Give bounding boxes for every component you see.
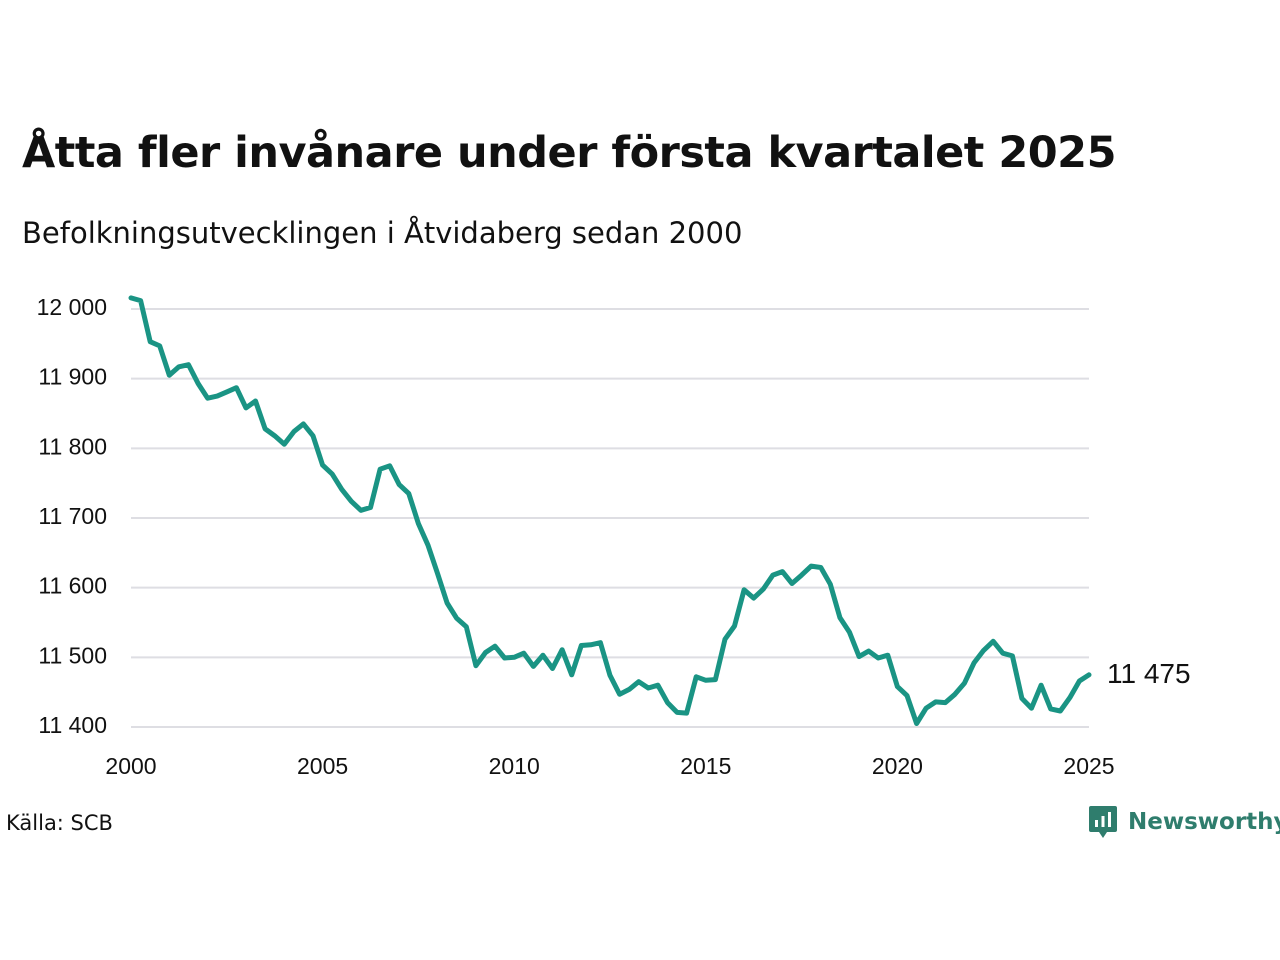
y-tick-label: 11 600	[38, 573, 107, 599]
x-tick-label: 2025	[1063, 753, 1114, 779]
y-tick-label: 11 700	[38, 503, 107, 529]
newsworthy-brand: Newsworthy	[1088, 804, 1280, 840]
series-group	[128, 295, 1092, 726]
last-value-label: 11 475	[1107, 658, 1191, 689]
x-tick-label: 2005	[297, 753, 348, 779]
y-tick-label: 12 000	[37, 294, 107, 320]
series-line	[128, 295, 1092, 726]
y-tick-label: 11 900	[38, 364, 107, 390]
chart-title: Åtta fler invånare under första kvartale…	[22, 128, 1117, 178]
gridlines	[131, 308, 1089, 728]
newsworthy-logo-icon	[1089, 806, 1117, 838]
brand-name: Newsworthy	[1128, 809, 1280, 835]
y-tick-label: 11 400	[38, 712, 107, 738]
x-tick-label: 2015	[680, 753, 731, 779]
x-tick-label: 2010	[489, 753, 540, 779]
y-tick-label: 11 800	[38, 433, 107, 459]
chart-subtitle: Befolkningsutvecklingen i Åtvidaberg sed…	[22, 216, 743, 250]
x-axis-tick-labels: 2000 2005 2010 2015 2020 2025	[105, 753, 1114, 779]
y-axis-tick-labels: 11 400 11 500 11 600 11 700 11 800 11 900 12 0…	[37, 294, 107, 738]
y-tick-label: 11 500	[38, 642, 107, 668]
source-label: Källa: SCB	[6, 811, 113, 835]
x-tick-label: 2000	[105, 753, 156, 779]
x-tick-label: 2020	[872, 753, 923, 779]
